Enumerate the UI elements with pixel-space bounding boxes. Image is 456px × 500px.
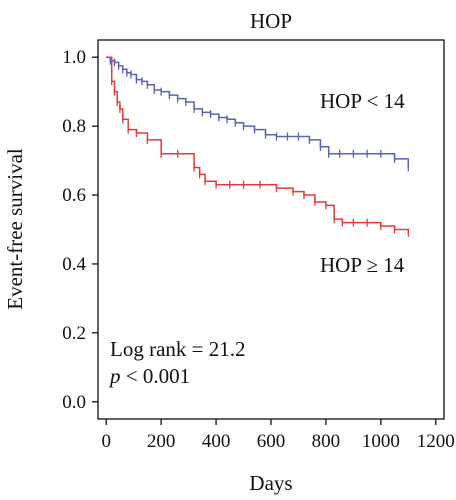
y-axis-ticks: 0.0 0.2 0.4 0.6 0.8 1.0 — [62, 47, 98, 413]
x-tick-label: 800 — [312, 431, 341, 452]
y-axis-title: Event-free survival — [3, 148, 27, 310]
x-tick-label: 200 — [147, 431, 176, 452]
y-tick-label: 0.4 — [62, 254, 86, 275]
y-tick-label: 0.2 — [62, 323, 86, 344]
y-tick-label: 0.8 — [62, 116, 86, 137]
chart-title: HOP — [250, 9, 292, 33]
x-tick-label: 1200 — [417, 431, 455, 452]
log-rank-annotation: Log rank = 21.2 — [110, 337, 246, 361]
x-tick-label: 400 — [202, 431, 231, 452]
series-line-hop-ge-14 — [106, 56, 410, 233]
series-label-hop-ge-14: HOP ≥ 14 — [320, 253, 405, 277]
x-axis-ticks: 0 200 400 600 800 1000 1200 — [101, 419, 455, 452]
x-tick-label: 600 — [257, 431, 286, 452]
p-value-text: < 0.001 — [121, 364, 191, 388]
x-tick-label: 1000 — [362, 431, 400, 452]
y-tick-label: 0.0 — [62, 392, 86, 413]
series-label-hop-lt-14: HOP < 14 — [320, 89, 405, 113]
x-tick-label: 0 — [101, 431, 111, 452]
p-symbol: p — [108, 364, 121, 388]
y-tick-label: 1.0 — [62, 47, 86, 68]
x-axis-title: Days — [249, 471, 292, 495]
y-tick-label: 0.6 — [62, 185, 86, 206]
series-layer — [106, 56, 410, 237]
p-value-annotation: p < 0.001 — [108, 364, 190, 388]
